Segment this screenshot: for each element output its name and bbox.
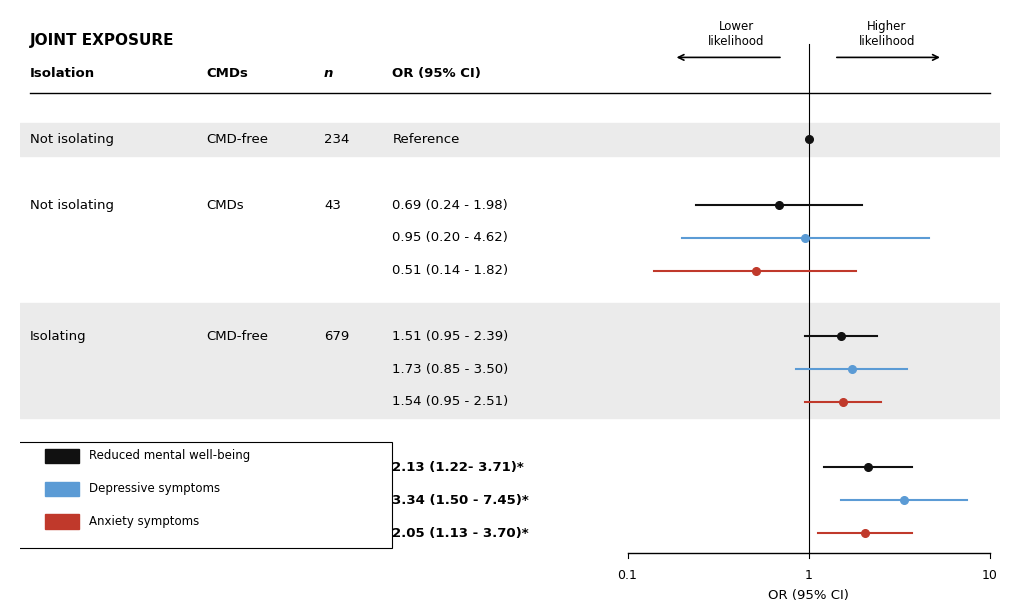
Text: Isolating: Isolating bbox=[31, 330, 87, 343]
Text: 234: 234 bbox=[324, 133, 348, 146]
Bar bbox=[45, 482, 79, 496]
Text: CMDs: CMDs bbox=[206, 199, 244, 212]
Text: Reference: Reference bbox=[392, 133, 460, 146]
Bar bbox=[45, 449, 79, 463]
Text: Anxiety symptoms: Anxiety symptoms bbox=[89, 515, 199, 528]
Text: 1: 1 bbox=[804, 569, 812, 582]
Text: 1.54 (0.95 - 2.51): 1.54 (0.95 - 2.51) bbox=[392, 395, 508, 408]
Text: 2.05 (1.13 - 3.70)*: 2.05 (1.13 - 3.70)* bbox=[392, 526, 529, 539]
Text: OR (95% CI): OR (95% CI) bbox=[392, 67, 481, 81]
Bar bbox=[20, 435, 999, 549]
Text: 2.13 (1.22- 3.71)*: 2.13 (1.22- 3.71)* bbox=[392, 461, 524, 474]
Text: Not isolating: Not isolating bbox=[31, 133, 114, 146]
Text: Higher
likelihood: Higher likelihood bbox=[858, 20, 914, 49]
Text: 0.69 (0.24 - 1.98): 0.69 (0.24 - 1.98) bbox=[392, 199, 507, 212]
Text: CMD-free: CMD-free bbox=[206, 133, 268, 146]
Text: Depressive symptoms: Depressive symptoms bbox=[89, 482, 220, 495]
Text: 0.51 (0.14 - 1.82): 0.51 (0.14 - 1.82) bbox=[392, 264, 508, 277]
Text: CMDs: CMDs bbox=[206, 461, 244, 474]
Text: Isolating: Isolating bbox=[31, 461, 87, 474]
Text: Isolation: Isolation bbox=[31, 67, 95, 81]
Text: n: n bbox=[324, 67, 333, 81]
Bar bbox=[45, 514, 79, 529]
Text: 234: 234 bbox=[324, 461, 348, 474]
Text: 0.95 (0.20 - 4.62): 0.95 (0.20 - 4.62) bbox=[392, 231, 507, 244]
Text: CMD-free: CMD-free bbox=[206, 330, 268, 343]
Text: 3.34 (1.50 - 7.45)*: 3.34 (1.50 - 7.45)* bbox=[392, 494, 529, 507]
Text: Lower
likelihood: Lower likelihood bbox=[707, 20, 764, 49]
Text: 10: 10 bbox=[981, 569, 997, 582]
Text: 0.1: 0.1 bbox=[616, 569, 637, 582]
Bar bbox=[20, 189, 999, 287]
FancyBboxPatch shape bbox=[10, 442, 392, 549]
Text: 679: 679 bbox=[324, 330, 348, 343]
Text: Not isolating: Not isolating bbox=[31, 199, 114, 212]
Text: CMDs: CMDs bbox=[206, 67, 248, 81]
Bar bbox=[20, 303, 999, 418]
Text: 1.73 (0.85 - 3.50): 1.73 (0.85 - 3.50) bbox=[392, 362, 508, 376]
Text: 43: 43 bbox=[324, 199, 340, 212]
Text: 1.51 (0.95 - 2.39): 1.51 (0.95 - 2.39) bbox=[392, 330, 508, 343]
Text: Reduced mental well-being: Reduced mental well-being bbox=[89, 450, 250, 462]
Text: JOINT EXPOSURE: JOINT EXPOSURE bbox=[31, 33, 174, 49]
Bar bbox=[20, 123, 999, 156]
Text: OR (95% CI): OR (95% CI) bbox=[767, 589, 848, 601]
